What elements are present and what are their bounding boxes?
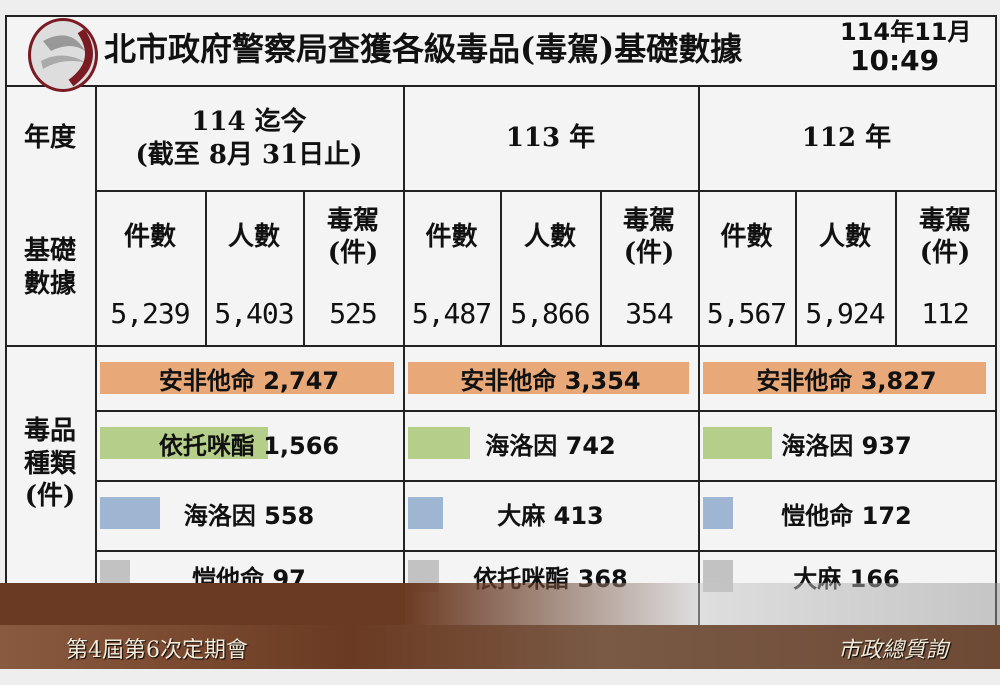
grid-line [95, 85, 97, 625]
grid-line [95, 190, 995, 192]
drug-label: 愷他命 172 [781, 501, 912, 530]
drug-bar [100, 427, 268, 459]
program-caption: 市政總質詢 [838, 638, 949, 663]
drug-label: 大麻 413 [497, 501, 604, 530]
lower-band [0, 625, 1000, 669]
grid-line [5, 85, 995, 87]
drug-type-header: 毒品 種類 (件) [23, 416, 76, 512]
grid-line [303, 190, 305, 345]
date-overlay: 114年11月 [840, 18, 972, 46]
value-people: 5,403 [214, 297, 294, 330]
year-label: 112 年 [801, 123, 892, 154]
grid-line [95, 410, 995, 412]
value-people: 5,866 [510, 297, 590, 330]
grid-line [600, 190, 602, 345]
drug-bar [408, 362, 689, 394]
year-header: 年度 [23, 123, 76, 154]
grid-line [205, 190, 207, 345]
year-label: 114 迄今 (截至 8月 31日止) [135, 107, 363, 170]
grid-line [5, 345, 995, 347]
council-logo [28, 18, 98, 92]
drug-bar [703, 427, 773, 459]
sub-header-cases: 件數 [425, 221, 478, 252]
grid-line [795, 190, 797, 345]
time-overlay: 10:49 [850, 44, 940, 77]
sub-header-people: 人數 [227, 221, 280, 252]
drug-label: 海洛因 558 [183, 501, 315, 530]
caption-band [0, 583, 1000, 625]
drug-label: 安非他命 3,827 [756, 366, 937, 395]
value-cases: 5,567 [706, 297, 787, 330]
sub-header-people: 人數 [523, 221, 576, 252]
basic-data-header: 基礎 數據 [23, 236, 76, 299]
drug-bar [100, 497, 160, 529]
drug-bar [100, 362, 394, 394]
drug-bar [703, 362, 986, 394]
drug-bar [408, 427, 471, 459]
grid-line [403, 85, 405, 625]
grid-line [95, 550, 995, 552]
session-caption: 第4屆第6次定期會 [66, 638, 248, 663]
drug-bar [703, 497, 733, 529]
drug-label: 海洛因 742 [485, 431, 616, 460]
sub-header-dui: 毒駕 (件) [918, 205, 971, 269]
drug-label: 海洛因 937 [781, 431, 912, 460]
value-dui: 525 [329, 297, 378, 330]
logo-icon [41, 28, 93, 87]
sub-header-people: 人數 [818, 221, 871, 252]
value-cases: 5,239 [110, 297, 190, 330]
value-cases: 5,487 [411, 297, 492, 330]
value-dui: 354 [625, 297, 674, 330]
sub-header-dui: 毒駕 (件) [622, 205, 675, 269]
grid-line [500, 190, 502, 345]
sub-header-dui: 毒駕 (件) [326, 205, 379, 269]
sub-header-cases: 件數 [123, 221, 176, 252]
drug-label: 依托咪酯 1,566 [158, 431, 340, 460]
drug-label: 安非他命 2,747 [158, 366, 340, 395]
sub-header-cases: 件數 [720, 221, 773, 252]
page-title: 北市政府警察局查獲各級毒品(毒駕)基礎數據 [104, 30, 743, 68]
grid-line [698, 85, 700, 625]
grid-line [895, 190, 897, 345]
value-people: 5,924 [805, 297, 885, 330]
grid-line [95, 480, 995, 482]
value-dui: 112 [921, 297, 970, 330]
drug-label: 安非他命 3,354 [460, 366, 641, 395]
drug-bar [408, 497, 443, 529]
year-label: 113 年 [505, 123, 596, 154]
